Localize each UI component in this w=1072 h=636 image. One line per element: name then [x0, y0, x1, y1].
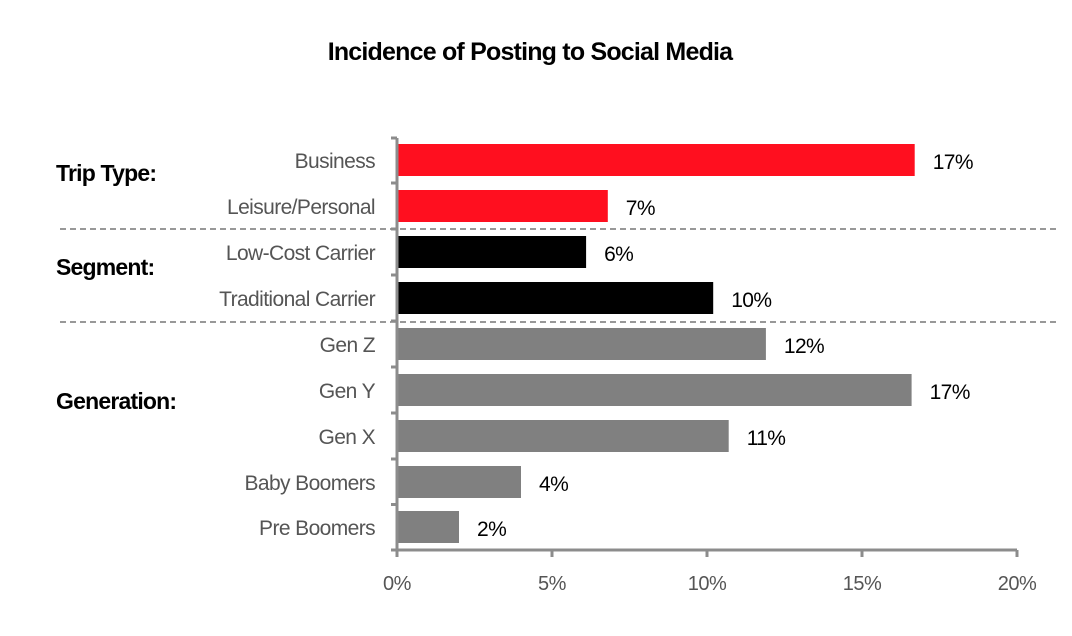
x-tick-label: 15% — [843, 573, 882, 595]
x-tick-label: 5% — [538, 573, 567, 595]
category-label: Low-Cost Carrier — [226, 242, 376, 265]
category-label: Business — [295, 150, 376, 173]
data-label: 7% — [626, 197, 655, 220]
axes — [391, 136, 1019, 557]
category-label: Gen X — [318, 426, 375, 449]
bar — [397, 420, 729, 452]
data-label: 6% — [604, 243, 633, 266]
category-label: Gen Z — [320, 334, 376, 357]
bar — [397, 328, 766, 360]
chart-title: Incidence of Posting to Social Media — [328, 38, 734, 66]
data-label: 17% — [933, 151, 973, 174]
group-separators — [60, 228, 1058, 323]
category-label: Traditional Carrier — [219, 288, 375, 311]
bar — [397, 144, 915, 176]
x-ticks: 0% 5% 10% 15% 20% — [383, 573, 1037, 595]
bar — [397, 466, 521, 498]
category-label: Pre Boomers — [259, 517, 375, 540]
group-label: Generation: — [56, 388, 176, 414]
group-label: Segment: — [56, 254, 154, 280]
bar — [397, 190, 608, 222]
bar — [397, 282, 714, 314]
bar — [397, 511, 459, 543]
data-label: 17% — [930, 381, 970, 404]
x-tick-label: 0% — [383, 573, 412, 595]
bar — [397, 374, 912, 406]
x-tick-label: 10% — [688, 573, 727, 595]
category-label: Baby Boomers — [244, 472, 375, 495]
data-label: 12% — [784, 335, 824, 358]
x-tick-label: 20% — [998, 573, 1037, 595]
bar — [397, 236, 587, 268]
data-label: 11% — [747, 427, 786, 450]
category-label: Leisure/Personal — [227, 196, 375, 219]
data-label: 2% — [477, 518, 506, 541]
value-labels: 17% 7% 6% 10% 12% 17% 11% 4% 2% — [477, 151, 974, 541]
category-labels: Business Leisure/Personal Low-Cost Carrier… — [219, 150, 376, 540]
group-labels: Trip Type: Segment: Generation: — [56, 160, 177, 414]
category-label: Gen Y — [319, 380, 376, 403]
data-label: 10% — [731, 289, 771, 312]
data-label: 4% — [539, 473, 568, 496]
bars — [397, 144, 915, 543]
group-label: Trip Type: — [56, 160, 156, 186]
